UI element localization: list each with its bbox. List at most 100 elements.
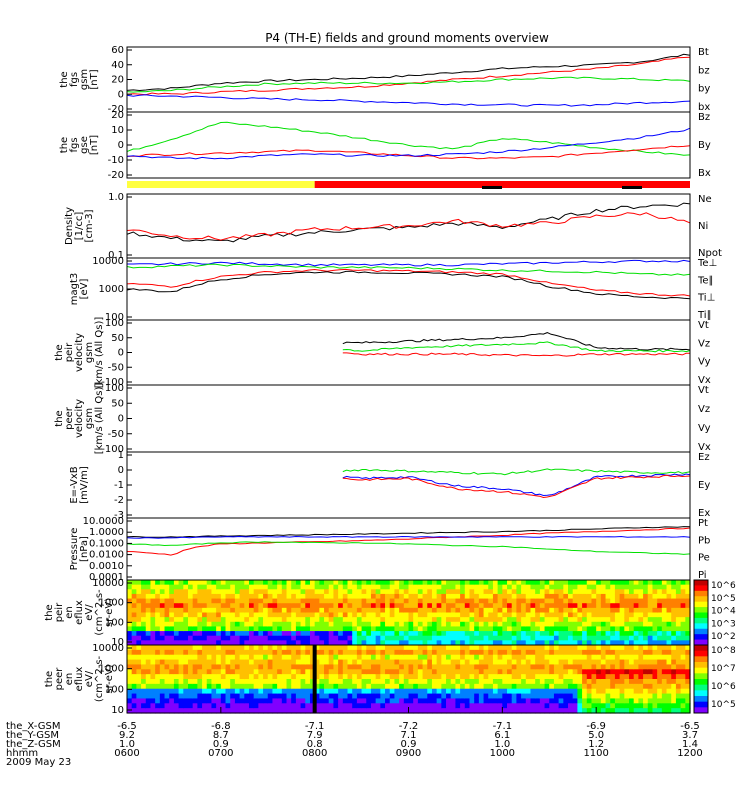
heatmap-cell [164, 640, 170, 646]
heatmap-cell [596, 580, 602, 586]
heatmap-cell [511, 703, 518, 709]
heatmap-cell [431, 584, 438, 590]
heatmap-cell [408, 612, 414, 618]
x-row-value: 0700 [208, 748, 233, 759]
heatmap-cell [530, 598, 536, 604]
heatmap-cell [309, 674, 316, 680]
heatmap-cell [563, 693, 569, 700]
heatmap-cell [145, 679, 152, 685]
y-tick-label: -100 [101, 377, 124, 388]
heatmap-cell [267, 603, 274, 609]
heatmap-cell [197, 612, 203, 618]
heatmap-cell [141, 645, 147, 651]
heatmap-cell [549, 703, 555, 709]
heatmap-cell [671, 621, 677, 628]
heatmap-cell [380, 693, 386, 700]
heatmap-cell [572, 635, 578, 641]
heatmap-cell [427, 635, 433, 641]
heatmap-cell [305, 708, 311, 714]
heatmap-cell [633, 679, 639, 685]
heatmap-cell [399, 693, 405, 700]
heatmap-cell [141, 664, 147, 670]
heatmap-cell [675, 593, 682, 600]
heatmap-cell [342, 598, 349, 604]
heatmap-cell [619, 621, 625, 628]
heatmap-cell [253, 612, 259, 618]
heatmap-cell [206, 703, 213, 709]
heatmap-cell [605, 654, 611, 661]
heatmap-cell [497, 708, 503, 714]
heatmap-cell [295, 698, 302, 704]
heatmap-cell [145, 635, 152, 641]
heatmap-cell [619, 649, 625, 656]
heatmap-cell [319, 688, 325, 695]
heatmap-cell [511, 664, 518, 670]
heatmap-cell [591, 688, 597, 695]
heatmap-cell [610, 607, 616, 614]
heatmap-cell [483, 631, 489, 637]
heatmap-cell [661, 603, 668, 609]
heatmap-cell [643, 654, 649, 661]
heatmap-cell [370, 626, 377, 632]
heatmap-cell [614, 645, 621, 651]
heatmap-cell [169, 640, 175, 646]
heatmap-cell [164, 631, 170, 637]
heatmap-cell [263, 603, 269, 609]
heatmap-cell [600, 612, 607, 618]
heatmap-cell [361, 708, 367, 714]
heatmap-cell [478, 621, 485, 628]
x-row-value: 1.4 [682, 739, 698, 750]
heatmap-cell [347, 669, 353, 675]
heatmap-cell [403, 698, 410, 704]
heatmap-cell [150, 593, 156, 600]
heatmap-cell [661, 617, 668, 623]
y-axis-label: sr-eV) [104, 664, 115, 693]
heatmap-cell [600, 584, 607, 590]
heatmap-cell [675, 589, 682, 595]
heatmap-cell [150, 698, 156, 704]
heatmap-cell [511, 584, 518, 590]
heatmap-cell [413, 693, 419, 700]
heatmap-cell [469, 693, 475, 700]
heatmap-cell [633, 617, 639, 623]
heatmap-cell [164, 598, 170, 604]
heatmap-cell [507, 703, 513, 709]
heatmap-cell [497, 607, 503, 614]
heatmap-cell [600, 626, 607, 632]
heatmap-cell [549, 669, 555, 675]
heatmap-cell [685, 617, 691, 623]
heatmap-cell [211, 635, 217, 641]
heatmap-cell [319, 693, 325, 700]
heatmap-cell [328, 654, 335, 661]
heatmap-cell [159, 645, 166, 651]
heatmap-cell [619, 659, 625, 666]
heatmap-cell [169, 589, 175, 595]
heatmap-cell [675, 640, 682, 646]
heatmap-cell [675, 631, 682, 637]
heatmap-cell [577, 626, 583, 632]
heatmap-cell [192, 584, 198, 590]
series-line-green [126, 541, 691, 555]
heatmap-cell [230, 626, 236, 632]
heatmap-cell [338, 584, 344, 590]
heatmap-cell [431, 659, 438, 666]
heatmap-cell [441, 617, 447, 623]
heatmap-cell [291, 654, 297, 661]
heatmap-cell [647, 703, 654, 709]
heatmap-cell [643, 626, 649, 632]
heatmap-cell [530, 645, 536, 651]
heatmap-cell [183, 580, 189, 586]
heatmap-cell [380, 607, 386, 614]
heatmap-cell [403, 640, 410, 646]
heatmap-cell [619, 688, 625, 695]
heatmap-cell [568, 683, 574, 690]
heatmap-cell [295, 645, 302, 651]
heatmap-cell [169, 593, 175, 600]
colorbar-swatch [694, 673, 708, 680]
heatmap-cell [577, 683, 583, 690]
heatmap-cell [675, 584, 682, 590]
heatmap-cell [342, 607, 349, 614]
heatmap-cell [366, 674, 372, 680]
heatmap-cell [427, 645, 433, 651]
